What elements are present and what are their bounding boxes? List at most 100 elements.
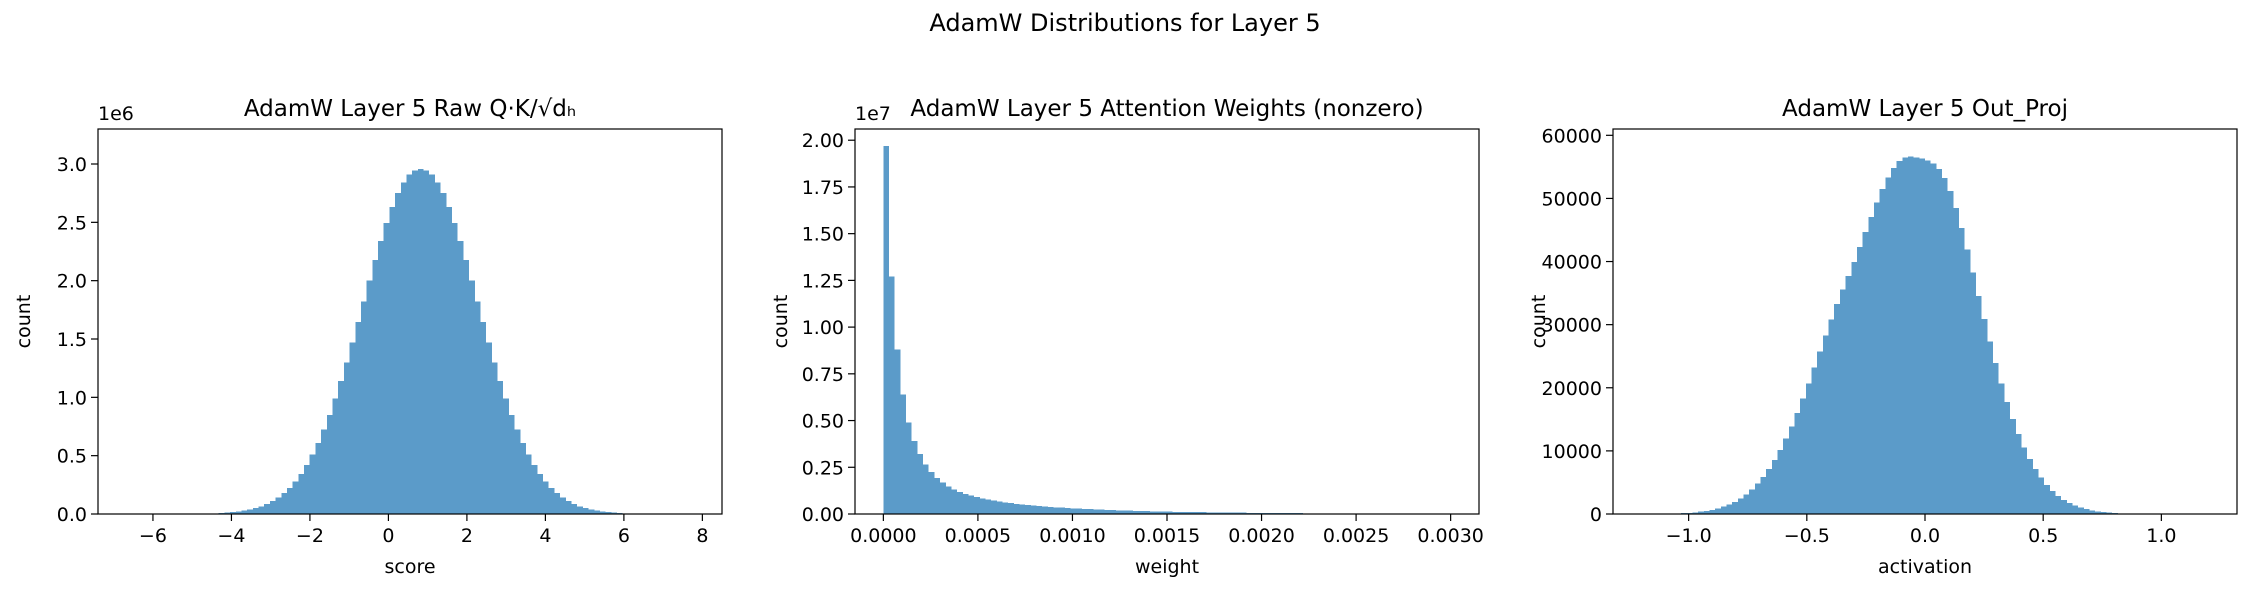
histogram-bar: [451, 222, 458, 514]
histogram-bar: [1788, 426, 1795, 514]
histogram-bar: [2027, 459, 2033, 514]
histogram-bar: [911, 441, 918, 514]
y-tick-label: 2.00: [802, 130, 844, 152]
histogram-bar: [241, 510, 248, 514]
histogram-bar: [1087, 509, 1094, 514]
histogram-bar: [906, 422, 912, 514]
histogram-bar: [503, 398, 509, 514]
histogram-bar: [1771, 460, 1778, 514]
histogram-bar: [2044, 484, 2050, 514]
histogram-bar: [1132, 510, 1139, 514]
histogram-bar: [1794, 412, 1801, 514]
histogram-bar: [537, 473, 544, 514]
histogram-bar: [1013, 503, 1020, 514]
histogram-bar: [434, 182, 441, 514]
histogram-bar: [1720, 506, 1727, 514]
histogram-bar: [940, 482, 946, 514]
histogram-bar: [1783, 438, 1789, 514]
histogram-bar: [1167, 511, 1173, 514]
histogram-bar: [1987, 341, 1994, 514]
histogram-bar: [457, 240, 464, 514]
x-axis-label: weight: [1135, 556, 1199, 578]
histogram-bar: [1970, 272, 1977, 514]
histogram-bar: [269, 501, 276, 514]
histogram-bar: [1201, 512, 1207, 514]
histogram-bar: [525, 454, 532, 514]
y-tick-label: 0: [1590, 504, 1602, 526]
histogram-bar: [2066, 503, 2073, 514]
histogram-bar: [577, 506, 583, 514]
histogram-bar: [605, 512, 612, 514]
histogram-bar: [1172, 511, 1179, 514]
histogram-bar: [360, 301, 367, 514]
histogram-bar: [1053, 507, 1060, 514]
chart-title: AdamW Layer 5 Out_Proj: [1782, 96, 2068, 122]
histogram-bar: [1766, 468, 1772, 514]
histogram-bar: [406, 174, 413, 514]
histogram-bar: [917, 454, 924, 514]
y-tick-label: 0.75: [802, 364, 844, 386]
histogram-bar: [1155, 511, 1162, 514]
histogram-bar: [900, 394, 907, 514]
histogram-bar: [1235, 512, 1241, 514]
histogram-bar: [1732, 501, 1738, 514]
histogram-bar: [1110, 510, 1116, 514]
histogram-bar: [1104, 509, 1111, 514]
histogram-bar: [1229, 512, 1236, 514]
histogram-bar: [1919, 158, 1925, 515]
histogram-bar: [2049, 490, 2056, 514]
histogram-bar: [343, 362, 350, 514]
histogram-bar: [2055, 495, 2062, 514]
histogram-bar: [1902, 157, 1908, 514]
histogram-bar: [554, 493, 561, 514]
y-tick-label: 0.00: [802, 504, 844, 526]
histogram-bar: [395, 193, 401, 514]
histogram-bar: [957, 491, 963, 514]
histogram-bar: [1076, 508, 1082, 514]
x-tick-label: 0.5: [2028, 525, 2058, 547]
histogram-bar: [1042, 506, 1048, 514]
y-tick-label: 50000: [1542, 188, 1602, 210]
histogram-bar: [514, 429, 521, 514]
histogram-bar: [1930, 163, 1937, 515]
x-tick-label: 4: [539, 525, 551, 547]
histogram-bar: [338, 381, 344, 514]
y-tick-label: 0.50: [802, 411, 844, 433]
histogram-bar: [1998, 383, 2005, 514]
histogram-bar: [548, 487, 555, 514]
y-tick-label: 1.25: [802, 270, 844, 292]
figure-suptitle: AdamW Distributions for Layer 5: [929, 9, 1320, 37]
y-tick-label: 1.0: [57, 387, 87, 409]
histogram-bar: [2100, 512, 2107, 514]
histogram-bar: [2021, 447, 2028, 514]
axes-frame: [854, 128, 1480, 515]
histogram-bar: [1121, 510, 1128, 514]
histogram-bar: [1008, 503, 1014, 514]
histogram-bar: [497, 381, 504, 514]
x-tick-label: −2: [296, 525, 324, 547]
histogram-bar: [2072, 505, 2079, 514]
histogram-bar: [486, 342, 492, 514]
histogram-bar: [1036, 506, 1043, 514]
histogram-bar: [923, 464, 929, 514]
histogram-bar: [446, 206, 452, 514]
histogram-bar: [1737, 498, 1744, 514]
histogram-bar: [1698, 511, 1704, 514]
histogram-bar: [968, 495, 975, 514]
x-tick-label: 0.0000: [850, 525, 916, 547]
histogram-bar: [252, 508, 259, 514]
histogram-bar: [1964, 249, 1971, 514]
histogram-bar: [1976, 296, 1982, 514]
histogram-bar: [429, 174, 435, 514]
y-exponent-label: 1e7: [855, 103, 891, 125]
histogram-bar: [1189, 512, 1196, 514]
histogram-bar: [275, 497, 282, 514]
chart-title: AdamW Layer 5 Raw Q·K/√dₕ: [244, 96, 576, 122]
histogram-bar: [1942, 177, 1948, 514]
y-tick-label: 40000: [1542, 252, 1602, 274]
histogram-bar: [1754, 483, 1761, 514]
histogram-bar: [2004, 402, 2011, 514]
y-tick-label: 1.00: [802, 317, 844, 339]
x-tick-label: 0.0: [1910, 525, 1940, 547]
histogram-bar: [599, 511, 606, 514]
